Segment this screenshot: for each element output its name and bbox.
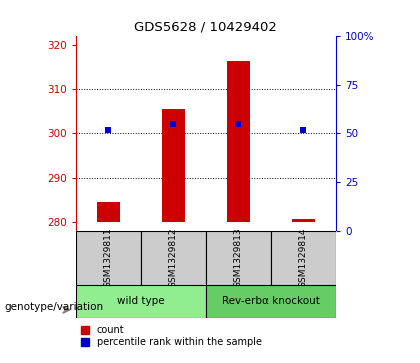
Text: Rev-erbα knockout: Rev-erbα knockout — [222, 296, 320, 306]
Bar — [76, 231, 141, 285]
Bar — [206, 285, 336, 318]
Text: genotype/variation: genotype/variation — [4, 302, 103, 312]
Bar — [162, 109, 185, 222]
Bar — [292, 220, 315, 222]
Text: GSM1329811: GSM1329811 — [104, 227, 113, 288]
Text: wild type: wild type — [117, 296, 165, 306]
Text: GSM1329812: GSM1329812 — [169, 228, 178, 288]
Bar — [97, 202, 120, 222]
Text: GSM1329813: GSM1329813 — [234, 227, 243, 288]
Bar — [227, 61, 250, 222]
Title: GDS5628 / 10429402: GDS5628 / 10429402 — [134, 21, 277, 34]
Bar — [76, 285, 206, 318]
Bar — [206, 231, 271, 285]
Text: GSM1329814: GSM1329814 — [299, 228, 308, 288]
Bar — [271, 231, 336, 285]
Legend: count, percentile rank within the sample: count, percentile rank within the sample — [81, 324, 263, 348]
Bar — [141, 231, 206, 285]
